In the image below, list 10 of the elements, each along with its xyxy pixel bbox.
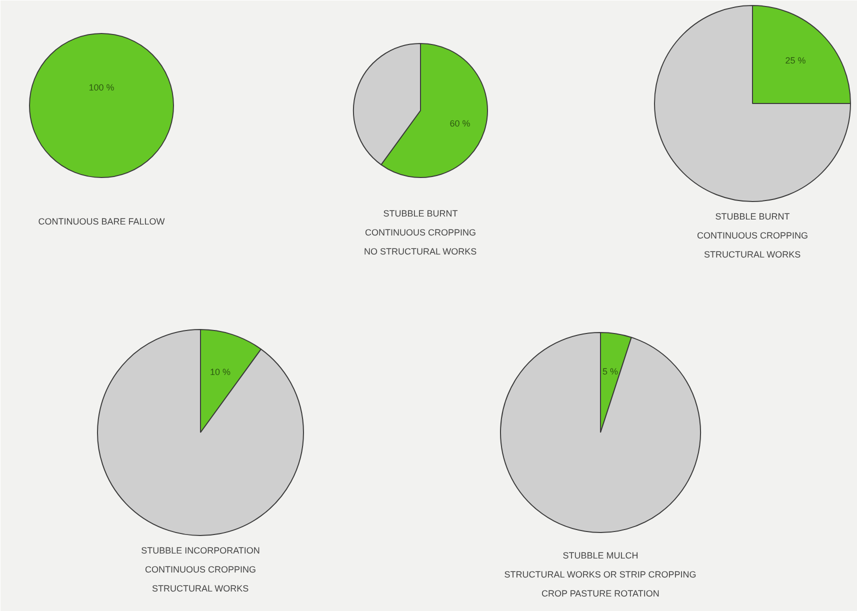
data-label: 100 % (88, 82, 114, 92)
data-label: 10 % (210, 366, 230, 377)
text: STUBBLE MULCH STRUCTURAL WORKS OR STRIP CROPPING CROP PASTURE ROTATION (504, 550, 696, 598)
text: STUBBLE BURNT CONTINUOUS CROPPING NO STRUCTURAL WORKS (364, 208, 477, 256)
data-label: 25 % (785, 56, 806, 66)
data-label: 5 % (602, 366, 618, 376)
text: CONTINUOUS BARE FALLOW (38, 216, 166, 226)
text: STUBBLE INCORPORATION CONTINUOUS CROPPING STRUCTURAL WORKS (141, 546, 260, 594)
data-label: 60 % (450, 118, 470, 128)
text: STUBBLE BURNT CONTINUOUS CROPPING STRUCTURAL WORKS (696, 212, 808, 260)
